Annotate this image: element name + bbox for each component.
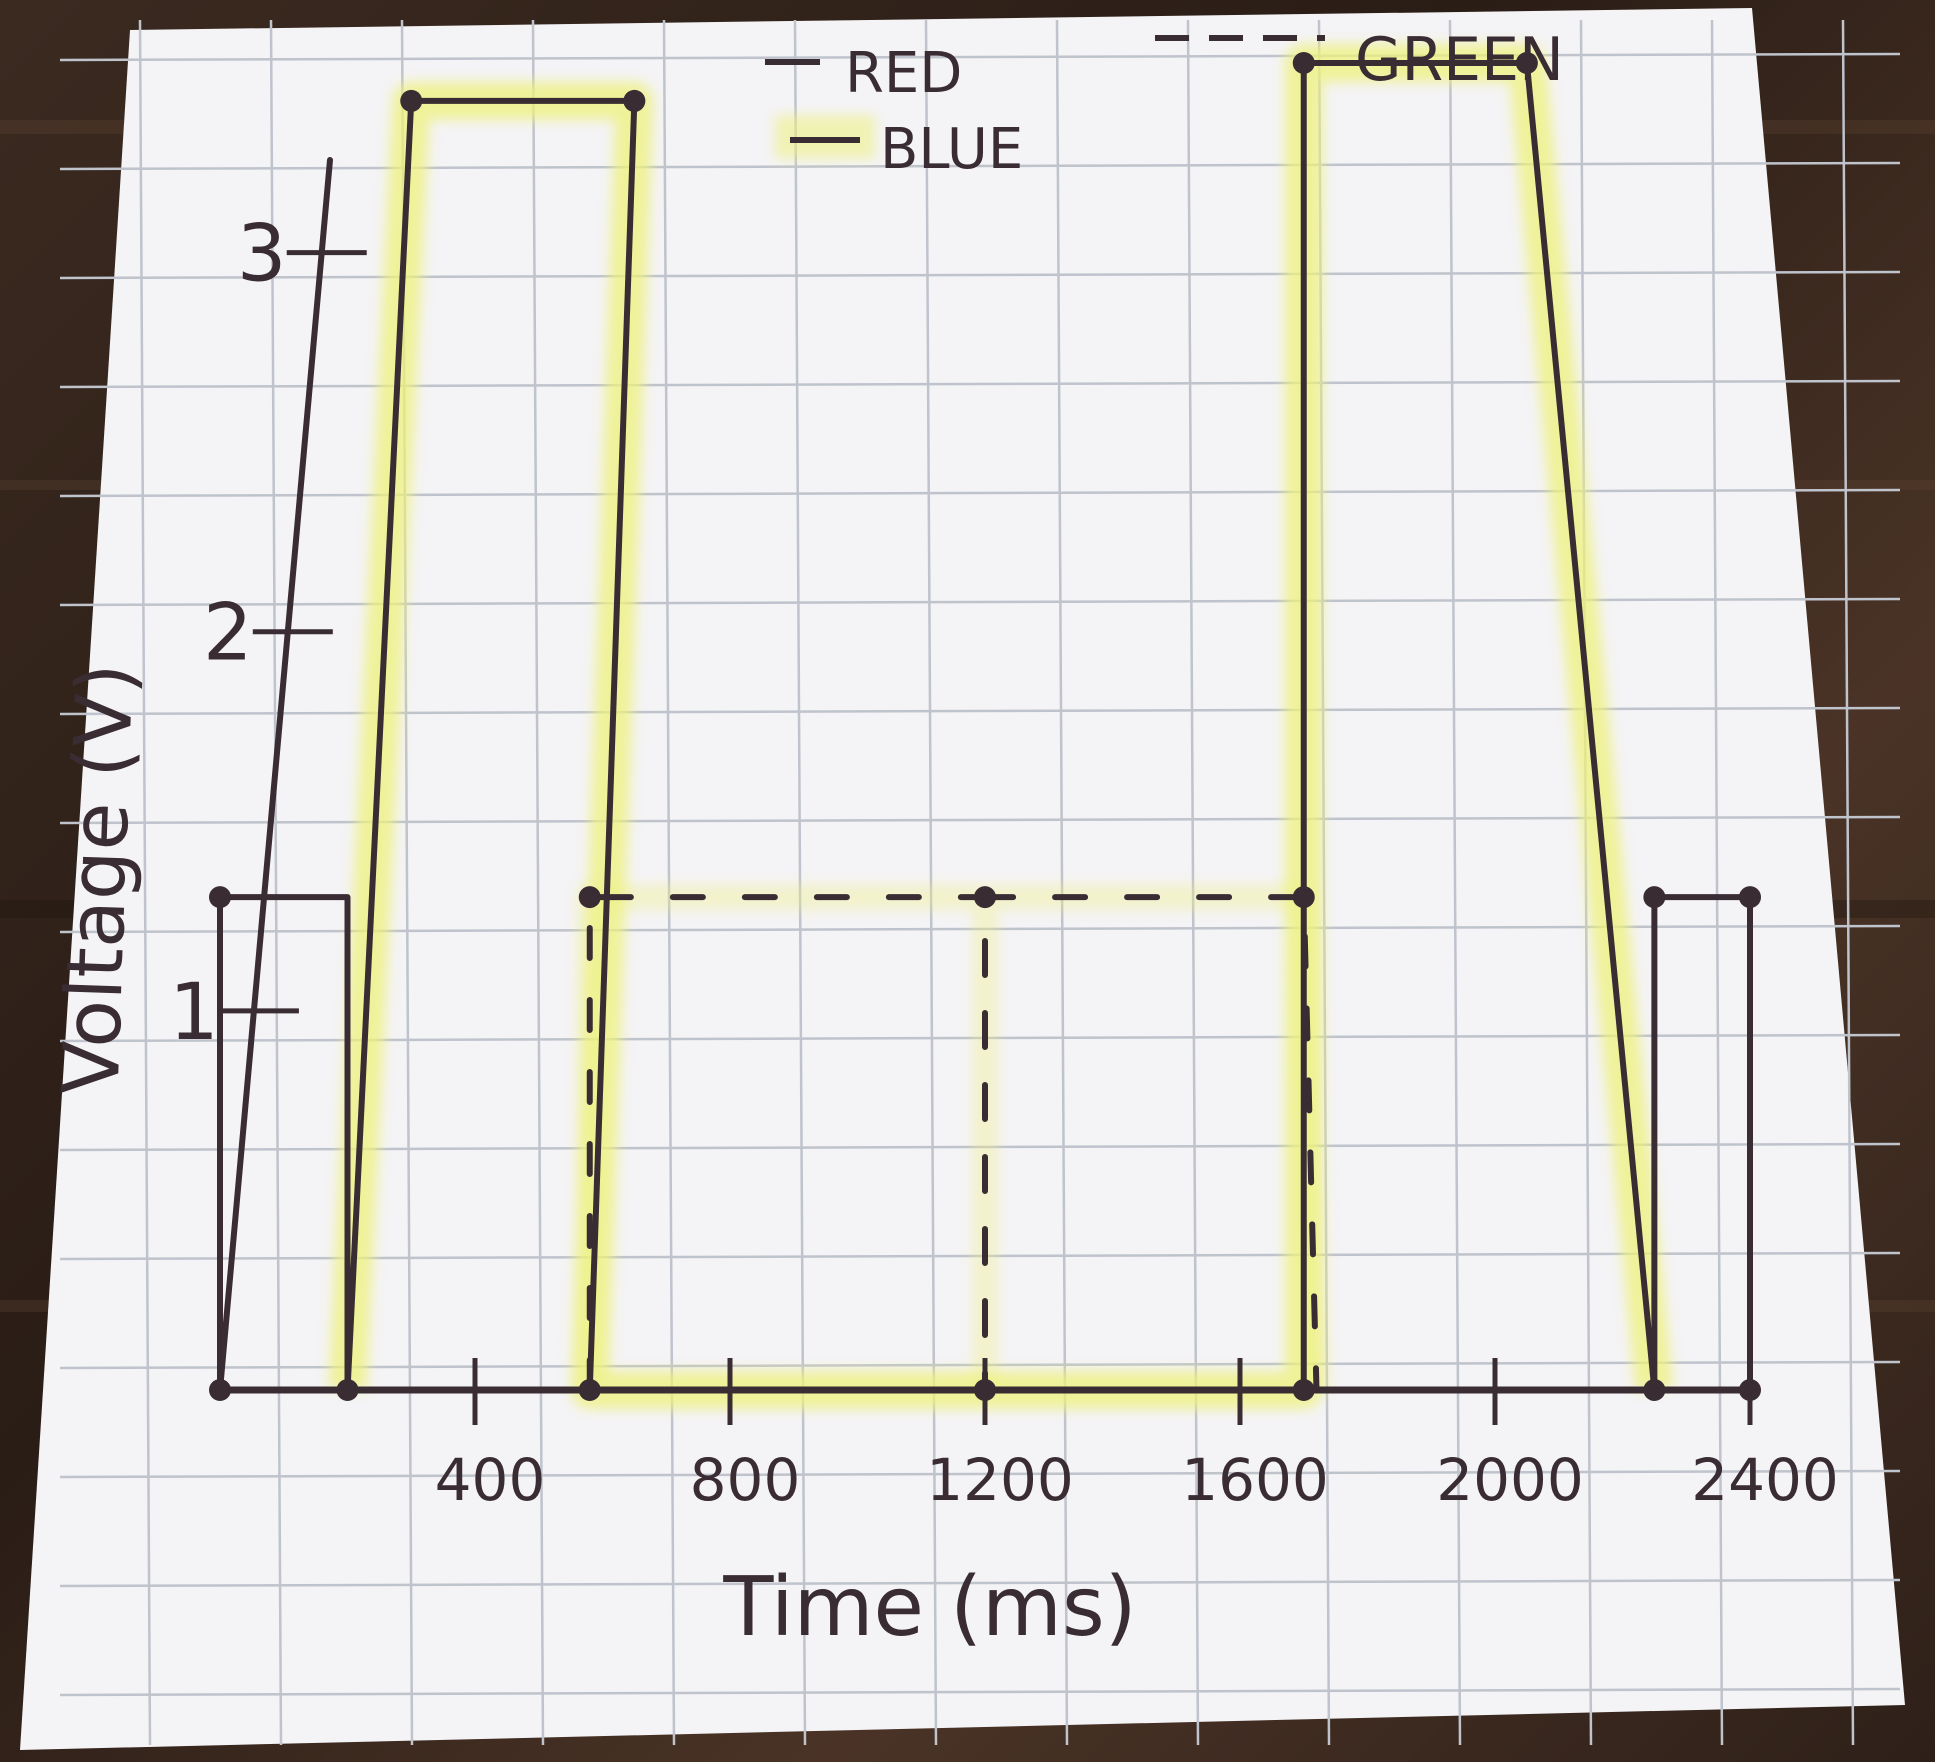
legend-item-red: RED [765, 41, 962, 106]
x-tick-labels: 400 800 1200 1600 2000 2400 [435, 1446, 1839, 1514]
x-tick-label: 1200 [926, 1446, 1074, 1514]
grid-line-vertical [138, 19, 152, 1746]
data-point-marker [400, 89, 423, 112]
grid-line-horizontal [59, 270, 1901, 280]
grid-line-vertical [1186, 19, 1200, 1746]
data-point-marker [1292, 1379, 1315, 1401]
legend: RED BLUE GREEN [765, 25, 1564, 182]
x-tick-label: 1600 [1181, 1446, 1329, 1514]
grid-line-vertical [1579, 19, 1593, 1746]
grid-line-horizontal [59, 1578, 1901, 1588]
y-tick-label: 2 [203, 589, 253, 679]
grid-line-horizontal [59, 1687, 1901, 1697]
data-point-marker [209, 886, 231, 909]
data-point-marker [209, 1379, 231, 1401]
legend-label-red: RED [845, 41, 962, 106]
markers-layer [209, 52, 1761, 1401]
grid-line-vertical [793, 19, 807, 1746]
grid-line-horizontal [59, 161, 1901, 171]
data-point-marker [623, 89, 646, 112]
data-point-marker [1739, 886, 1761, 909]
legend-label-blue: BLUE [880, 117, 1023, 182]
data-point-marker [974, 886, 996, 909]
grid-line-horizontal [59, 488, 1901, 498]
x-tick-label: 2400 [1691, 1446, 1839, 1514]
data-point-marker [578, 886, 601, 909]
y-tick-labels: 1 2 3 [169, 210, 286, 1058]
data-point-marker [1515, 52, 1538, 74]
grid-line-vertical [269, 19, 283, 1746]
grid-line-vertical [1055, 19, 1069, 1746]
legend-item-green: GREEN [1155, 25, 1564, 95]
y-tick-label: 3 [237, 210, 287, 300]
grid-line-vertical [1448, 19, 1462, 1746]
grid-line-horizontal [59, 1469, 1901, 1479]
grid-line-horizontal [59, 52, 1901, 62]
graph-paper [20, 8, 1905, 1750]
grid-line-vertical [924, 19, 938, 1746]
data-point-marker [1739, 1379, 1761, 1401]
y-tick-label: 1 [169, 968, 219, 1058]
legend-item-blue: BLUE [790, 117, 1023, 182]
x-axis-label: Time (ms) [722, 1560, 1136, 1655]
grid-line-horizontal [59, 379, 1901, 389]
x-tick-label: 400 [435, 1446, 546, 1514]
grid-line-vertical [662, 19, 676, 1746]
x-tick-label: 800 [690, 1446, 801, 1514]
x-tick-label: 2000 [1436, 1446, 1584, 1514]
grid-line-vertical [531, 19, 545, 1746]
y-axis-label: Voltage (V) [47, 662, 152, 1096]
y-axis-line [217, 157, 333, 1393]
data-point-marker [1643, 1379, 1666, 1401]
data-point-marker [336, 1379, 359, 1401]
data-point-marker [1643, 886, 1666, 909]
data-point-marker [1292, 52, 1315, 74]
series-blue-line [344, 60, 1658, 1393]
legend-label-green: GREEN [1355, 25, 1564, 95]
data-point-marker [578, 1379, 601, 1401]
grid-line-vertical [1841, 19, 1855, 1746]
grid-line-vertical [1710, 19, 1724, 1746]
data-point-marker [974, 1379, 996, 1401]
data-point-marker [1292, 886, 1315, 909]
